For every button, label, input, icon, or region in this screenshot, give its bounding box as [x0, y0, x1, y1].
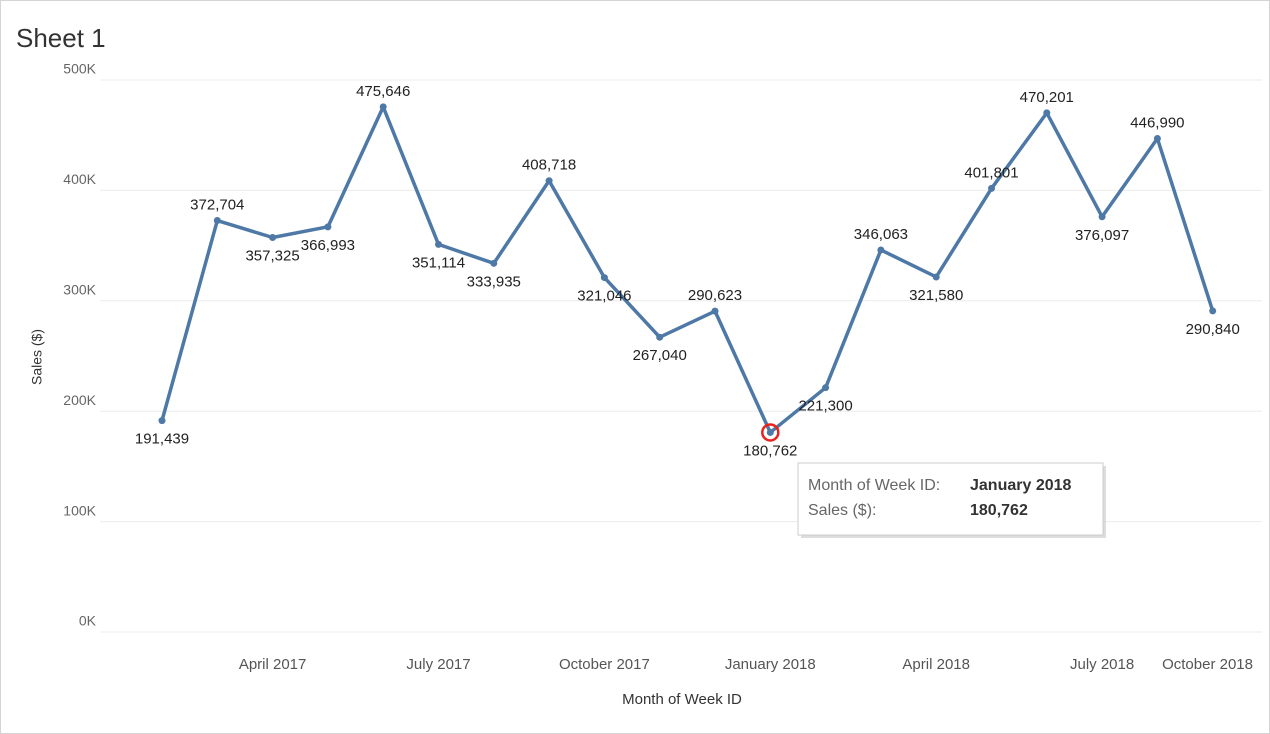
- point: [988, 184, 995, 192]
- data-label: 221,300: [798, 398, 852, 415]
- point: [158, 417, 166, 425]
- point: [435, 240, 442, 248]
- point: [1043, 109, 1051, 117]
- point: [766, 428, 774, 436]
- x-tick-label: October 2018: [1162, 656, 1253, 673]
- data-label: 267,040: [633, 347, 687, 364]
- point: [711, 307, 719, 315]
- tooltip-value: 180,762: [970, 502, 1028, 519]
- data-label: 191,439: [135, 431, 189, 448]
- x-tick-label: April 2018: [902, 656, 970, 673]
- tooltip: [797, 462, 1104, 536]
- y-tick-label: 400K: [63, 171, 96, 187]
- data-label: 408,718: [522, 157, 576, 174]
- x-tick-label: January 2018: [725, 656, 816, 673]
- y-tick-label: 200K: [63, 392, 96, 408]
- point: [1209, 307, 1217, 315]
- data-label: 372,704: [190, 197, 244, 214]
- data-label: 321,580: [909, 287, 963, 304]
- y-tick-label: 100K: [63, 502, 96, 518]
- data-label: 290,623: [688, 287, 742, 304]
- data-label: 446,990: [1130, 114, 1184, 131]
- point: [490, 259, 498, 267]
- point: [379, 103, 387, 111]
- data-label: 376,097: [1075, 227, 1129, 244]
- point: [1098, 213, 1106, 221]
- point: [877, 246, 885, 254]
- line: [160, 105, 1215, 435]
- point: [324, 223, 332, 231]
- x-tick-label: July 2017: [406, 656, 470, 673]
- highlight-ring: [761, 423, 780, 442]
- tooltip-value: January 2018: [970, 477, 1072, 494]
- x-tick-label: July 2018: [1070, 656, 1134, 673]
- point: [822, 384, 830, 392]
- data-label: 401,801: [964, 164, 1018, 181]
- y-tick-label: 500K: [63, 61, 96, 77]
- x-axis-label: Month of Week ID: [622, 691, 742, 708]
- chart-title: Sheet 1: [16, 23, 106, 53]
- point: [600, 274, 608, 282]
- data-label: 470,201: [1020, 89, 1074, 106]
- tooltip-label: Month of Week ID:: [808, 477, 940, 494]
- data-label: 180,762: [743, 442, 797, 459]
- y-axis-label: Sales ($): [29, 329, 45, 385]
- data-label: 346,063: [854, 226, 908, 243]
- tooltip-label: Sales ($):: [808, 502, 876, 519]
- point: [545, 177, 553, 185]
- data-label: 290,840: [1186, 321, 1240, 338]
- y-tick-label: 0K: [79, 613, 97, 629]
- point: [213, 217, 221, 225]
- point: [269, 234, 277, 242]
- data-label: 351,114: [412, 254, 465, 271]
- data-label: 366,993: [301, 237, 355, 254]
- point: [656, 333, 664, 341]
- data-label: 357,325: [245, 247, 299, 264]
- x-tick-label: October 2017: [559, 656, 650, 673]
- data-label: 321,046: [577, 288, 631, 305]
- y-tick-label: 300K: [63, 282, 96, 298]
- data-label: 333,935: [467, 273, 521, 290]
- point: [1153, 135, 1161, 143]
- point: [932, 273, 940, 281]
- data-label: 475,646: [356, 83, 410, 100]
- x-tick-label: April 2017: [239, 656, 307, 673]
